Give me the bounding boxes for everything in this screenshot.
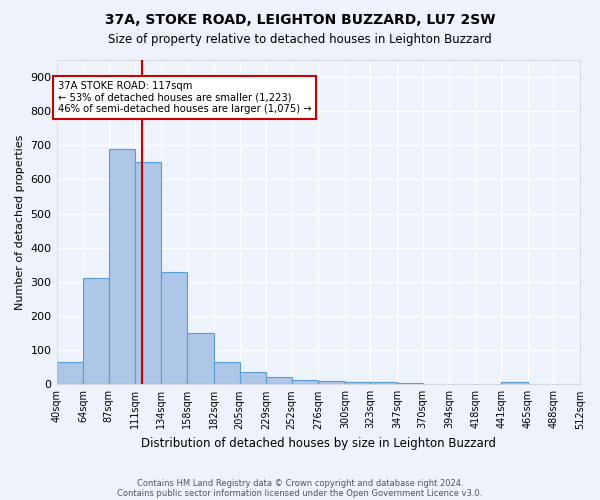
Text: Size of property relative to detached houses in Leighton Buzzard: Size of property relative to detached ho… <box>108 32 492 46</box>
Text: Contains public sector information licensed under the Open Government Licence v3: Contains public sector information licen… <box>118 488 482 498</box>
Bar <box>370 382 397 384</box>
Bar <box>292 380 318 384</box>
Bar <box>109 149 135 384</box>
Bar <box>266 378 292 384</box>
Text: 37A, STOKE ROAD, LEIGHTON BUZZARD, LU7 2SW: 37A, STOKE ROAD, LEIGHTON BUZZARD, LU7 2… <box>105 12 495 26</box>
Bar <box>161 272 187 384</box>
Bar <box>397 382 422 384</box>
Bar <box>135 162 161 384</box>
Bar <box>214 362 239 384</box>
Bar <box>83 278 109 384</box>
X-axis label: Distribution of detached houses by size in Leighton Buzzard: Distribution of detached houses by size … <box>141 437 496 450</box>
Text: 37A STOKE ROAD: 117sqm
← 53% of detached houses are smaller (1,223)
46% of semi-: 37A STOKE ROAD: 117sqm ← 53% of detached… <box>58 81 311 114</box>
Bar <box>239 372 266 384</box>
Bar <box>318 381 345 384</box>
Bar <box>501 382 528 384</box>
Bar <box>56 362 83 384</box>
Y-axis label: Number of detached properties: Number of detached properties <box>15 134 25 310</box>
Bar <box>187 333 214 384</box>
Text: Contains HM Land Registry data © Crown copyright and database right 2024.: Contains HM Land Registry data © Crown c… <box>137 478 463 488</box>
Bar <box>345 382 370 384</box>
